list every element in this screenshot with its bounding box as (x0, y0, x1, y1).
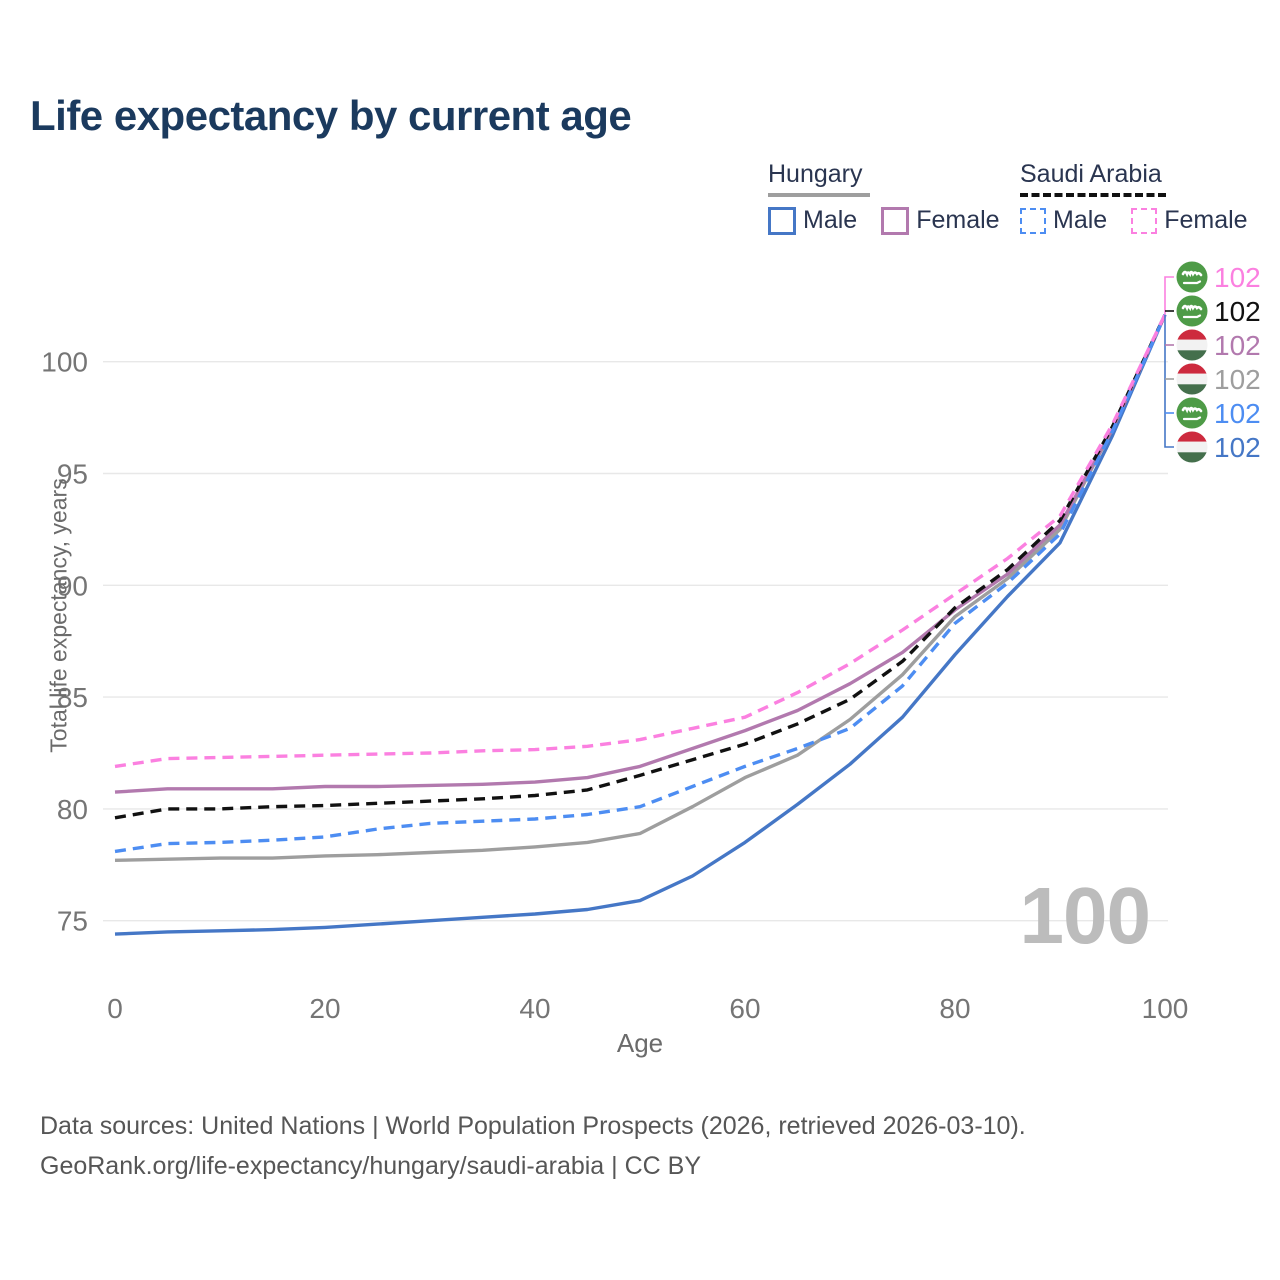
hungary-flag-icon (1176, 329, 1208, 361)
x-tick-40: 40 (519, 993, 550, 1024)
x-tick-20: 20 (309, 993, 340, 1024)
legend-group-hungary: Hungary Male Female (768, 160, 1024, 235)
footer-attribution-link[interactable]: GeoRank.org/life-expectancy/hungary/saud… (40, 1152, 701, 1180)
hungary-female-label[interactable]: Female (916, 206, 1000, 234)
y-tick-75: 75 (57, 906, 88, 937)
end-value-saudi-arabia: 102 (1214, 296, 1261, 327)
x-axis-title: Age (616, 1028, 664, 1058)
footer: Data sources: United Nations | World Pop… (40, 1106, 1026, 1186)
series-line-saudi-arabia[interactable] (114, 313, 1167, 820)
leader-hungary-male (1164, 314, 1174, 448)
saudi-flag-icon (1176, 397, 1208, 429)
y-axis-title: Total life expectancy, years (45, 478, 72, 753)
end-value-hungary: 102 (1214, 364, 1261, 395)
chart-title: Life expectancy by current age (30, 92, 632, 139)
saudi-female-swatch[interactable] (1131, 207, 1158, 234)
saudi-flag-icon (1176, 261, 1208, 293)
saudi-female-label[interactable]: Female (1164, 206, 1248, 234)
legend-group-saudi-arabia: Saudi Arabia Male Female (1020, 160, 1272, 235)
y-tick-100: 100 (41, 347, 88, 378)
series-line-hungary-male[interactable] (114, 314, 1167, 936)
end-value-saudi-arabia-female: 102 (1214, 262, 1261, 293)
series-line-hungary-female[interactable] (114, 313, 1167, 794)
footer-data-sources: Data sources: United Nations | World Pop… (40, 1112, 1026, 1140)
hungary-flag-icon (1176, 363, 1208, 395)
x-tick-0: 0 (107, 993, 123, 1024)
x-tick-60: 60 (729, 993, 760, 1024)
series-line-saudi-arabia-female[interactable] (114, 313, 1167, 769)
end-value-hungary-male: 102 (1214, 432, 1261, 463)
y-tick-80: 80 (57, 794, 88, 825)
end-value-hungary-female: 102 (1214, 330, 1261, 361)
leader-saudi-female (1164, 276, 1174, 315)
saudi-line-style-swatch (1020, 193, 1166, 197)
hungary-male-label[interactable]: Male (803, 206, 858, 234)
saudi-flag-icon (1176, 295, 1208, 327)
y-tick-95: 95 (57, 459, 88, 490)
x-tick-80: 80 (939, 993, 970, 1024)
series-line-hungary[interactable] (114, 313, 1167, 862)
y-tick-85: 85 (57, 682, 88, 713)
hungary-female-swatch[interactable] (881, 206, 910, 235)
x-tick-100: 100 (1142, 993, 1189, 1024)
y-tick-90: 90 (57, 570, 88, 601)
end-value-saudi-arabia-male: 102 (1214, 398, 1261, 429)
hungary-male-swatch[interactable] (768, 206, 796, 235)
watermark-age-100: 100 (1019, 871, 1151, 960)
series-line-saudi-arabia-male[interactable] (114, 314, 1167, 854)
hungary-line-style-swatch (768, 193, 870, 197)
saudi-male-swatch[interactable] (1020, 207, 1046, 234)
saudi-male-label[interactable]: Male (1053, 206, 1108, 234)
hungary-flag-icon (1176, 431, 1208, 463)
legend-country-hungary[interactable]: Hungary (768, 160, 863, 188)
legend-country-saudi-arabia[interactable]: Saudi Arabia (1020, 160, 1162, 188)
legend: Hungary Male Female Saudi Arabia Male Fe… (0, 160, 1280, 240)
